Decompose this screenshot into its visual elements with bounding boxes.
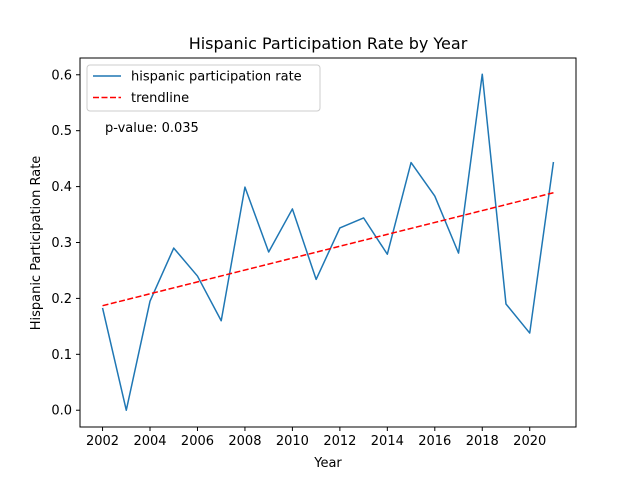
y-tick-label-4: 0.4 — [51, 180, 72, 195]
x-tick-label-2014: 2014 — [371, 434, 404, 449]
x-axis-label: Year — [313, 456, 342, 471]
y-tick-label-0: 0.0 — [51, 404, 72, 419]
participation-rate-series-line — [101, 73, 555, 411]
x-tick-label-2002: 2002 — [86, 434, 119, 449]
legend: hispanic participation rate trendline — [86, 64, 321, 112]
legend-label-participation-rate: hispanic participation rate — [131, 70, 302, 85]
chart-title: Hispanic Participation Rate by Year — [189, 34, 468, 53]
x-tick-label-2004: 2004 — [133, 434, 166, 449]
x-tick-label-2018: 2018 — [466, 434, 499, 449]
y-axis-label: Hispanic Participation Rate — [29, 156, 44, 331]
legend-label-trendline: trendline — [131, 91, 189, 106]
y-tick-label-3: 0.3 — [51, 236, 72, 251]
y-tick-label-5: 0.5 — [51, 124, 72, 139]
y-tick-label-2: 0.2 — [51, 292, 72, 307]
y-tick-label-6: 0.6 — [51, 68, 72, 83]
legend-box — [86, 64, 321, 112]
x-tick-label-2016: 2016 — [418, 434, 451, 449]
x-tick-label-2008: 2008 — [228, 434, 261, 449]
x-tick-label-2006: 2006 — [181, 434, 214, 449]
x-tick-label-2020: 2020 — [513, 434, 546, 449]
y-tick-label-1: 0.1 — [51, 348, 72, 363]
trendline-series-line — [102, 192, 554, 307]
x-tick-label-2012: 2012 — [323, 434, 356, 449]
plot-area: 2002 2004 2006 2008 2010 2012 2014 2016 2018 2020… — [51, 57, 577, 449]
p-value-annotation: p-value: 0.035 — [105, 121, 199, 136]
x-tick-label-2010: 2010 — [276, 434, 309, 449]
